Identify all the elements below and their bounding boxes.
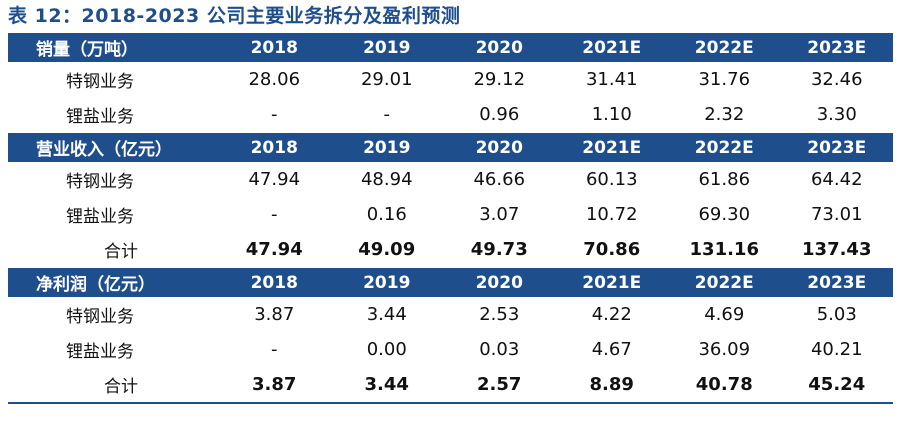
table-cell: 70.86 <box>583 239 641 260</box>
year-header: 2018 <box>218 132 331 162</box>
table-cell: 46.66 <box>473 169 526 190</box>
table-cell: 10.72 <box>585 204 638 225</box>
table-cell: 5.03 <box>816 304 857 325</box>
table-title: 表 12：2018-2023 公司主要业务拆分及盈利预测 <box>8 5 461 27</box>
table-row: 合计 3.87 3.44 2.57 8.89 40.78 45.24 <box>8 367 893 404</box>
table-cell: 0.03 <box>479 339 520 360</box>
year-header: 2021E <box>555 32 668 62</box>
row-label: 合计 <box>8 367 218 404</box>
table-cell: 3.44 <box>330 367 443 404</box>
forecast-table: 销量（万吨） 2018 2019 2020 2021E 2022E 2023E 特钢业务 28.… <box>8 32 893 404</box>
section-header-row: 销量（万吨） 2018 2019 2020 2021E 2022E 2023E <box>8 32 893 62</box>
table-cell: 0.00 <box>366 339 407 360</box>
table-cell: 8.89 <box>555 367 668 404</box>
year-header: 2022E <box>668 32 781 62</box>
table-cell: 49.09 <box>358 239 416 260</box>
table-cell: 40.21 <box>810 339 863 360</box>
table-cell: 3.87 <box>254 304 295 325</box>
table-cell: 2.32 <box>704 104 745 125</box>
table-cell: 36.09 <box>698 339 751 360</box>
table-row: 锂盐业务 - 0.16 3.07 10.72 69.30 73.01 <box>8 197 893 232</box>
row-label: 锂盐业务 <box>66 342 134 362</box>
table-cell: 0.96 <box>479 104 520 125</box>
year-header: 2020 <box>443 267 556 297</box>
table-cell: 3.07 <box>479 204 520 225</box>
table-cell: - <box>383 104 391 125</box>
table-cell: 3.87 <box>218 367 331 404</box>
table-cell: 29.01 <box>360 69 413 90</box>
table-cell: 47.94 <box>248 169 301 190</box>
year-header: 2023E <box>780 267 893 297</box>
table-cell: 29.12 <box>473 69 526 90</box>
table-row: 特钢业务 3.87 3.44 2.53 4.22 4.69 5.03 <box>8 297 893 332</box>
year-header: 2021E <box>555 132 668 162</box>
year-header: 2018 <box>218 267 331 297</box>
table-cell: - <box>271 339 278 360</box>
table-cell: 73.01 <box>810 204 863 225</box>
table-row: 特钢业务 47.94 48.94 46.66 60.13 61.86 64.42 <box>8 162 893 197</box>
year-header: 2021E <box>555 267 668 297</box>
table-cell: 4.69 <box>704 304 745 325</box>
table-cell: - <box>271 204 278 225</box>
section-header-label: 净利润（亿元） <box>8 267 218 297</box>
row-label: 特钢业务 <box>66 307 134 327</box>
table-cell: 2.57 <box>443 367 556 404</box>
section-header-label: 销量（万吨） <box>8 32 218 62</box>
section-header-row: 营业收入（亿元） 2018 2019 2020 2021E 2022E 2023E <box>8 132 893 162</box>
table-row: 锂盐业务 - - 0.96 1.10 2.32 3.30 <box>8 97 893 133</box>
row-label: 合计 <box>104 242 138 262</box>
table-cell: 31.76 <box>698 69 751 90</box>
row-label: 锂盐业务 <box>66 107 134 127</box>
table-cell: 0.16 <box>366 204 407 225</box>
year-header: 2018 <box>218 32 331 62</box>
year-header: 2019 <box>330 267 443 297</box>
year-header: 2023E <box>780 32 893 62</box>
table-cell: 61.86 <box>698 169 751 190</box>
table-row: 锂盐业务 - 0.00 0.03 4.67 36.09 40.21 <box>8 332 893 367</box>
year-header: 2019 <box>330 32 443 62</box>
table-cell: 60.13 <box>585 169 638 190</box>
year-header: 2020 <box>443 132 556 162</box>
table-cell: 1.10 <box>591 104 632 125</box>
table-cell: 64.42 <box>810 169 863 190</box>
table-cell: 49.73 <box>470 239 528 260</box>
table-cell: 40.78 <box>668 367 781 404</box>
table-cell: 28.06 <box>248 69 301 90</box>
year-header: 2019 <box>330 132 443 162</box>
year-header: 2022E <box>668 132 781 162</box>
table-cell: 4.67 <box>591 339 632 360</box>
table-cell: 69.30 <box>698 204 751 225</box>
row-label: 特钢业务 <box>66 172 134 192</box>
table-cell: 47.94 <box>245 239 303 260</box>
year-header: 2023E <box>780 132 893 162</box>
table-cell: 137.43 <box>802 239 872 260</box>
table-cell: 31.41 <box>585 69 638 90</box>
table-cell: - <box>271 104 278 125</box>
section-header-label: 营业收入（亿元） <box>8 132 218 162</box>
table-cell: 45.24 <box>780 367 893 404</box>
table-cell: 3.30 <box>816 104 857 125</box>
table-row: 合计 47.94 49.09 49.73 70.86 131.16 137.43 <box>8 232 893 268</box>
table-row: 特钢业务 28.06 29.01 29.12 31.41 31.76 32.46 <box>8 62 893 97</box>
row-label: 锂盐业务 <box>66 207 134 227</box>
table-cell: 3.44 <box>366 304 407 325</box>
table-cell: 131.16 <box>689 239 759 260</box>
row-label: 特钢业务 <box>66 72 134 92</box>
year-header: 2022E <box>668 267 781 297</box>
table-cell: 48.94 <box>360 169 413 190</box>
table-cell: 32.46 <box>810 69 863 90</box>
section-header-row: 净利润（亿元） 2018 2019 2020 2021E 2022E 2023E <box>8 267 893 297</box>
table-cell: 4.22 <box>591 304 632 325</box>
table-cell: 2.53 <box>479 304 520 325</box>
year-header: 2020 <box>443 32 556 62</box>
